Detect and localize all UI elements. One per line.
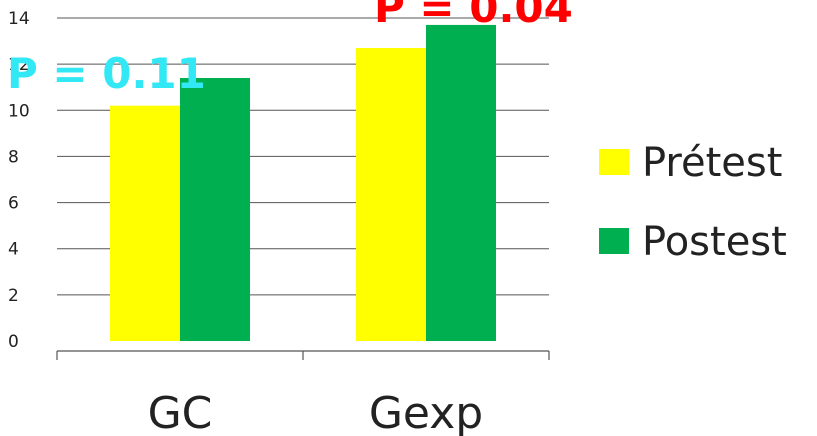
legend-swatch [599, 149, 629, 175]
bars [110, 24, 496, 342]
p-value-annotation: P = 0.04 [374, 0, 573, 32]
bar-prétest-gexp [356, 47, 426, 341]
axes [56, 350, 550, 360]
bar-prétest-gc [110, 105, 180, 342]
x-tick-label: GC [148, 388, 213, 436]
y-tick-label: 0 [8, 332, 19, 352]
x-tick-labels: GC Gexp [148, 388, 484, 436]
y-tick-labels: 0 2 4 6 8 10 12 14 [8, 9, 30, 352]
p-value-annotation: P = 0.11 [7, 49, 206, 98]
y-tick-label: 12 [8, 55, 30, 75]
legend-label: Prétest [642, 140, 782, 186]
y-tick-label: 8 [8, 147, 19, 167]
y-tick-label: 14 [8, 9, 30, 29]
y-tick-label: 4 [8, 240, 19, 260]
y-tick-label: 10 [8, 101, 30, 121]
y-tick-label: 2 [8, 286, 19, 306]
bar-postest-gc [180, 77, 250, 341]
annotations: P = 0.11 P = 0.04 [7, 0, 573, 98]
bar-postest-gexp [426, 24, 496, 342]
x-tick-label: Gexp [369, 388, 483, 436]
y-tick-label: 6 [8, 194, 19, 214]
legend-label: Postest [642, 219, 787, 265]
legend: Prétest Postest [599, 140, 787, 265]
legend-swatch [599, 228, 629, 254]
